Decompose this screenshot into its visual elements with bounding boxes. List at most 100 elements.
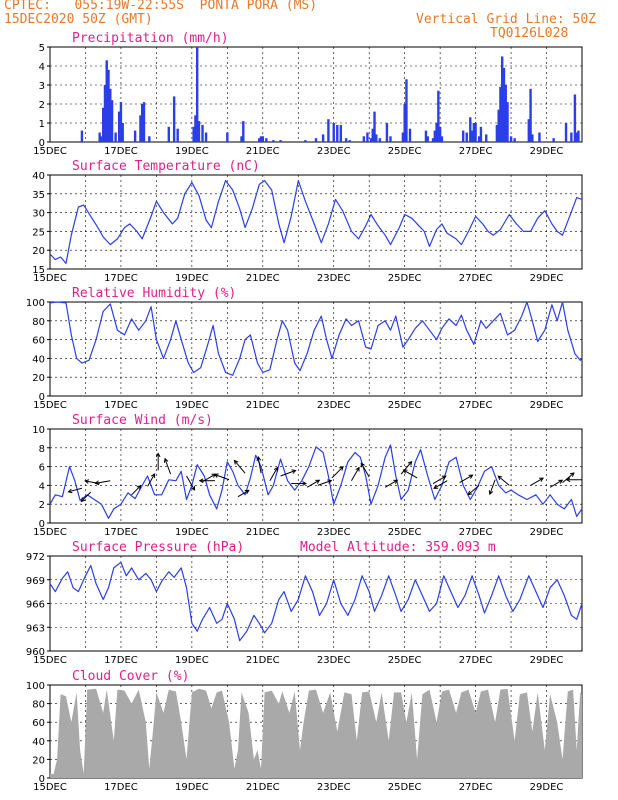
header-grid-line: Vertical Grid Line: 50Z	[416, 12, 597, 27]
temperature-line	[49, 180, 583, 264]
wind-arrow	[530, 477, 544, 486]
wind-arrowhead	[433, 484, 439, 489]
pressure-xtick-label: 21DEC	[246, 655, 280, 666]
pressure-line	[49, 561, 583, 642]
wind-xtick-label: 17DEC	[104, 527, 138, 538]
wind-arrow	[489, 479, 496, 495]
precip-bar	[506, 102, 509, 142]
humidity-xtick-label: 23DEC	[317, 400, 351, 411]
wind-arrow	[432, 475, 447, 484]
wind-arrowhead	[136, 485, 142, 490]
precip-bar	[304, 140, 307, 142]
wind-frame	[49, 428, 583, 524]
wind-ytick-label: 2	[39, 500, 45, 511]
precip-bar	[401, 132, 405, 142]
precip-xtick-label: 27DEC	[459, 146, 493, 157]
precip-bar	[385, 123, 389, 142]
precip-bar	[105, 60, 108, 142]
precip-bar	[194, 115, 197, 142]
precip-ytick-label: 4	[39, 62, 45, 73]
humidity-xtick-label: 25DEC	[388, 400, 422, 411]
precip-xtick-label: 19DEC	[175, 146, 209, 157]
precip-bar	[375, 134, 378, 142]
wind-arrow	[68, 487, 83, 493]
precip-bar	[472, 123, 476, 142]
precip-bar	[226, 132, 229, 142]
precip-bar	[502, 67, 506, 142]
humidity-ytick-label: 60	[32, 336, 45, 347]
precip-bar	[469, 117, 472, 142]
temperature-frame	[49, 174, 583, 270]
precip-bar	[564, 123, 568, 142]
precip-bar	[272, 140, 275, 142]
wind-arrowhead	[244, 489, 250, 495]
cloud-xtick-label: 15DEC	[33, 782, 67, 793]
wind-arrow	[164, 458, 172, 475]
wind-arrow	[234, 460, 246, 474]
temperature-xtick-label: 29DEC	[530, 273, 564, 284]
precip-xtick-label: 17DEC	[104, 146, 138, 157]
pressure-xtick-label: 17DEC	[104, 655, 138, 666]
wind-arrow	[186, 475, 195, 491]
humidity-ytick-label: 40	[32, 354, 45, 365]
wind-arrowhead	[190, 485, 196, 491]
precip-bar	[192, 126, 195, 142]
header-station: CPTEC: 055:19W-22:55S PONTA PORA (MS)	[4, 0, 318, 13]
wind-arrow	[384, 479, 398, 488]
precip-bar	[204, 132, 208, 142]
wind-arrow	[467, 485, 480, 496]
precip-bar	[504, 85, 507, 142]
wind-arrow	[433, 480, 448, 489]
wind-xtick-label: 23DEC	[317, 527, 351, 538]
precip-bar	[265, 138, 268, 142]
precip-bar	[366, 132, 369, 142]
humidity-xtick-label: 29DEC	[530, 400, 564, 411]
precip-bar	[527, 119, 530, 142]
humidity-line	[49, 301, 583, 376]
temperature-ytick-label: 40	[32, 171, 45, 182]
wind-ytick-label: 0	[39, 519, 45, 530]
wind-arrowhead	[80, 497, 86, 503]
precip-bar	[261, 136, 264, 142]
wind-arrowhead	[163, 457, 169, 463]
wind-arrow	[81, 491, 92, 502]
precip-bar	[501, 56, 504, 142]
wind-arrowhead	[402, 469, 408, 474]
temperature-xtick-label: 15DEC	[33, 273, 67, 284]
model-altitude: Model Altitude: 359.093 m	[300, 540, 496, 555]
precip-bar	[119, 102, 123, 142]
wind-arrowhead	[273, 466, 279, 472]
pressure-xtick-label: 23DEC	[317, 655, 351, 666]
precip-xtick-label: 15DEC	[33, 146, 67, 157]
precip-bar	[98, 132, 101, 142]
wind-arrowhead	[360, 462, 365, 468]
wind-arrowhead	[407, 460, 413, 466]
wind-arrow	[257, 456, 262, 474]
precip-bar	[80, 130, 84, 142]
precip-bar	[344, 138, 348, 142]
wind-arrowhead	[67, 488, 73, 494]
pressure-xtick-label: 29DEC	[530, 655, 564, 666]
wind-ytick-label: 4	[39, 481, 45, 492]
precip-bar	[438, 126, 442, 142]
wind-arrow	[497, 475, 510, 486]
precip-bar	[167, 126, 171, 142]
cloud-ytick-label: 20	[32, 755, 45, 766]
wind-xtick-label: 21DEC	[246, 527, 280, 538]
precip-bar	[389, 136, 392, 142]
wind-arrowhead	[355, 466, 360, 472]
temperature-xtick-label: 23DEC	[317, 273, 351, 284]
temperature-ytick-label: 25	[32, 227, 45, 238]
precip-xtick-label: 21DEC	[246, 146, 280, 157]
wind-xtick-label: 27DEC	[459, 527, 493, 538]
precip-bar	[109, 88, 112, 142]
precip-bar	[327, 119, 330, 142]
wind-arrowhead	[155, 452, 161, 458]
pressure-ytick-label: 969	[26, 576, 45, 587]
wind-arrowhead	[213, 473, 219, 478]
precip-bar	[440, 136, 444, 142]
pressure-xtick-label: 25DEC	[388, 655, 422, 666]
humidity-ytick-label: 0	[39, 392, 45, 403]
precip-bar	[369, 138, 373, 142]
precip-bar	[259, 136, 263, 142]
